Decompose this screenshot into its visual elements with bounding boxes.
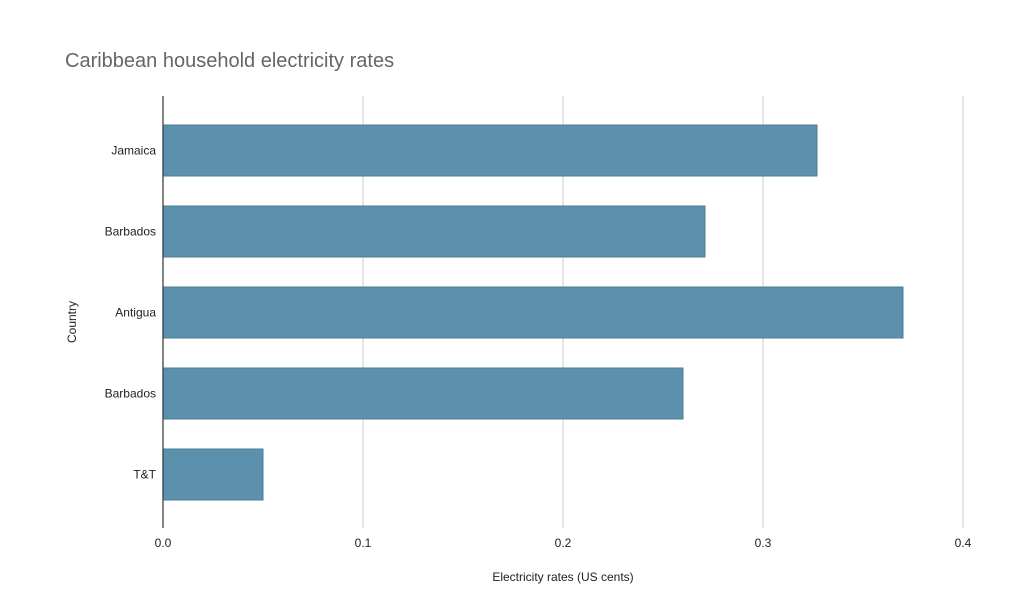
chart-title: Caribbean household electricity rates xyxy=(65,50,395,72)
y-tick-label: Antigua xyxy=(115,306,156,320)
x-tick-label: 0.1 xyxy=(355,536,372,550)
y-axis-title: Country xyxy=(65,301,79,343)
bar xyxy=(162,205,706,258)
x-tick-label: 0.4 xyxy=(955,536,972,550)
y-tick-label: Jamaica xyxy=(111,144,156,158)
y-tick-label: Barbados xyxy=(105,225,156,239)
y-tick-label: Barbados xyxy=(105,387,156,401)
bar xyxy=(162,286,904,339)
bars xyxy=(162,124,904,501)
y-tick-label: T&T xyxy=(133,468,156,482)
x-tick-label: 0.0 xyxy=(155,536,172,550)
bar xyxy=(162,124,818,177)
x-axis-title: Electricity rates (US cents) xyxy=(492,570,633,584)
x-tick-label: 0.3 xyxy=(755,536,772,550)
x-tick-labels: 0.0 0.1 0.2 0.3 0.4 xyxy=(155,536,972,550)
x-tick-label: 0.2 xyxy=(555,536,572,550)
y-tick-labels: Jamaica Barbados Antigua Barbados T&T xyxy=(105,144,157,482)
bar xyxy=(162,367,684,420)
bar xyxy=(162,448,264,501)
